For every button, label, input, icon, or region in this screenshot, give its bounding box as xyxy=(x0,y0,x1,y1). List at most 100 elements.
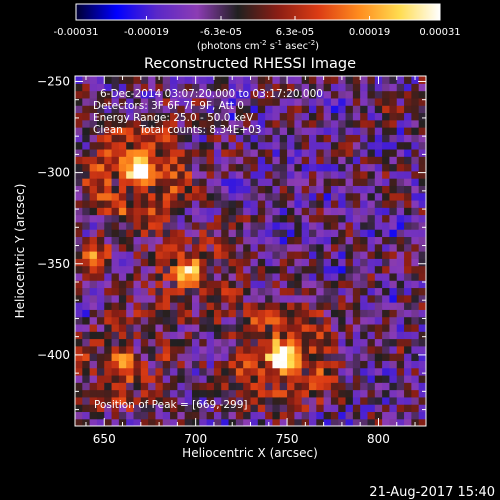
heatmap-cell xyxy=(279,272,288,281)
heatmap-cell xyxy=(294,338,303,347)
heatmap-cell xyxy=(82,382,91,391)
heatmap-cell xyxy=(323,331,332,340)
heatmap-cell xyxy=(330,192,339,201)
heatmap-cell xyxy=(411,272,420,281)
heatmap-cell xyxy=(294,76,303,84)
heatmap-cell xyxy=(389,404,398,413)
heatmap-cell xyxy=(243,90,252,99)
heatmap-cell xyxy=(257,119,266,128)
heatmap-cell xyxy=(177,185,186,194)
heatmap-cell xyxy=(279,389,288,398)
heatmap-cell xyxy=(389,316,398,325)
heatmap-cell xyxy=(265,207,274,216)
heatmap-cell xyxy=(404,418,412,426)
heatmap-cell xyxy=(279,374,288,383)
heatmap-cell xyxy=(250,76,259,84)
heatmap-cell xyxy=(265,389,274,398)
heatmap-cell xyxy=(140,272,149,281)
heatmap-cell xyxy=(221,83,230,92)
heatmap-cell xyxy=(265,280,274,289)
heatmap-cell xyxy=(309,207,317,216)
heatmap-cell xyxy=(382,316,391,325)
heatmap-cell xyxy=(82,280,91,289)
heatmap-cell xyxy=(133,309,142,318)
heatmap-cell xyxy=(418,374,426,383)
heatmap-cell xyxy=(221,192,230,201)
heatmap-cell xyxy=(177,112,186,121)
heatmap-cell xyxy=(257,134,266,143)
heatmap-cell xyxy=(89,97,98,106)
heatmap-cell xyxy=(396,382,405,391)
heatmap-cell xyxy=(170,178,178,186)
heatmap-cell xyxy=(96,134,105,143)
heatmap-cell xyxy=(89,185,98,194)
heatmap-cell xyxy=(389,207,398,216)
heatmap-cell xyxy=(250,90,259,99)
heatmap-cell xyxy=(396,105,405,114)
heatmap-cell xyxy=(118,90,127,99)
chart-title: Reconstructed RHESSI Image xyxy=(144,56,356,72)
heatmap-cell xyxy=(82,148,91,157)
heatmap-cell xyxy=(360,338,369,347)
heatmap-cell xyxy=(162,178,171,186)
heatmap-cell xyxy=(418,316,426,325)
heatmap-cell xyxy=(309,272,317,281)
heatmap-cell xyxy=(82,389,91,398)
heatmap-cell xyxy=(345,214,354,223)
heatmap-cell xyxy=(184,214,193,223)
heatmap-cell xyxy=(235,360,244,369)
heatmap-cell xyxy=(170,323,178,332)
heatmap-cell xyxy=(213,258,222,267)
colorbar-tick-label: -0.00031 xyxy=(54,27,99,38)
heatmap-cell xyxy=(374,90,383,99)
heatmap-cell xyxy=(133,360,142,369)
heatmap-cell xyxy=(162,90,171,99)
heatmap-cell xyxy=(250,185,259,194)
heatmap-cell xyxy=(396,156,405,165)
heatmap-cell xyxy=(235,258,244,267)
heatmap-cell xyxy=(133,178,142,186)
heatmap-cell xyxy=(338,134,347,143)
heatmap-cell xyxy=(111,141,120,150)
heatmap-cell xyxy=(360,83,369,92)
heatmap-cell xyxy=(192,374,200,383)
heatmap-cell xyxy=(184,199,193,208)
heatmap-cell xyxy=(257,353,266,361)
heatmap-cell xyxy=(330,185,339,194)
heatmap-cell xyxy=(338,338,347,347)
heatmap-cell xyxy=(89,258,98,267)
heatmap-cell xyxy=(140,353,149,361)
heatmap-cell xyxy=(294,280,303,289)
heatmap-cell xyxy=(404,83,412,92)
heatmap-cell xyxy=(206,221,215,230)
heatmap-cell xyxy=(126,105,135,114)
heatmap-cell xyxy=(199,156,208,165)
heatmap-cell xyxy=(396,127,405,135)
heatmap-cell xyxy=(345,207,354,216)
heatmap-cell xyxy=(360,156,369,165)
heatmap-cell xyxy=(316,178,325,186)
heatmap-cell xyxy=(250,331,259,340)
heatmap-cell xyxy=(140,338,149,347)
heatmap-cell xyxy=(96,404,105,413)
heatmap-cell xyxy=(396,229,405,238)
heatmap-cell xyxy=(287,353,295,361)
heatmap-cell xyxy=(148,309,157,318)
heatmap-cell xyxy=(228,83,237,92)
heatmap-cell xyxy=(352,178,361,186)
heatmap-cell xyxy=(250,251,259,259)
heatmap-cell xyxy=(199,316,208,325)
heatmap-cell xyxy=(184,76,193,84)
heatmap-cell xyxy=(294,418,303,426)
heatmap-cell xyxy=(404,302,412,310)
heatmap-cell xyxy=(111,404,120,413)
heatmap-cell xyxy=(257,236,266,245)
heatmap-cell xyxy=(199,76,208,84)
heatmap-cell xyxy=(243,148,252,157)
heatmap-cell xyxy=(177,229,186,238)
heatmap-cell xyxy=(140,178,149,186)
heatmap-cell xyxy=(404,338,412,347)
heatmap-cell xyxy=(389,374,398,383)
heatmap-cell xyxy=(235,83,244,92)
heatmap-cell xyxy=(235,221,244,230)
